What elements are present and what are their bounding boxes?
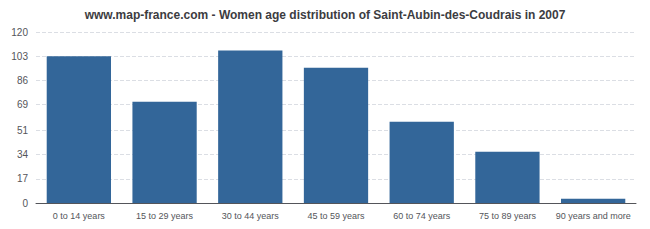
svg-text:51: 51 [17, 125, 29, 136]
svg-text:120: 120 [11, 27, 28, 38]
svg-text:17: 17 [17, 173, 29, 184]
svg-text:15 to 29 years: 15 to 29 years [136, 211, 194, 221]
svg-text:30 to 44 years: 30 to 44 years [222, 211, 280, 221]
svg-text:103: 103 [11, 51, 28, 62]
svg-text:45 to 59 years: 45 to 59 years [307, 211, 365, 221]
svg-text:0: 0 [22, 198, 28, 209]
svg-text:90 years and more: 90 years and more [556, 211, 631, 221]
svg-text:60 to 74 years: 60 to 74 years [393, 211, 451, 221]
svg-text:www.map-france.com - Women age: www.map-france.com - Women age distribut… [84, 8, 566, 22]
svg-text:75 to 89 years: 75 to 89 years [479, 211, 537, 221]
svg-text:86: 86 [17, 75, 29, 86]
svg-text:0 to 14 years: 0 to 14 years [53, 211, 106, 221]
svg-text:34: 34 [17, 149, 29, 160]
svg-text:69: 69 [17, 99, 29, 110]
